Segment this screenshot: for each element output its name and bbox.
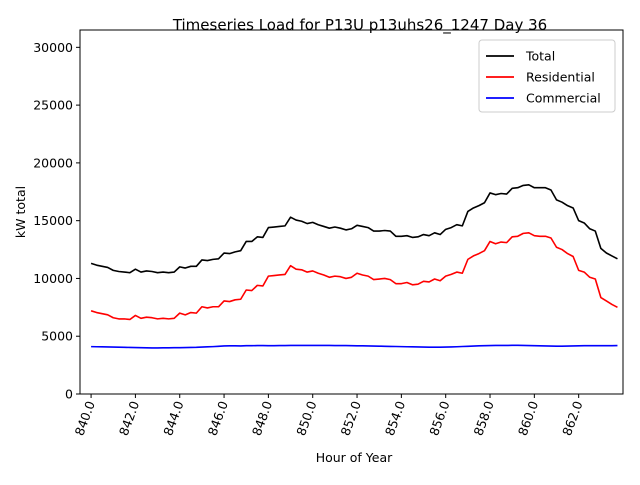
y-tick-label: 30000 — [33, 40, 73, 55]
y-tick-label: 20000 — [33, 155, 73, 170]
legend: Total Residential Commercial — [478, 39, 616, 113]
chart-title: Timeseries Load for P13U p13uhs26_1247 D… — [172, 16, 547, 35]
y-tick-label: 5000 — [41, 329, 73, 344]
y-axis-label: kW total — [13, 186, 28, 238]
series-line-total — [90, 184, 618, 274]
legend-label-commercial: Commercial — [526, 91, 601, 106]
y-tick-label: 0 — [65, 387, 73, 402]
y-axis: 0 5000 10000 15000 20000 25000 30000 — [33, 40, 80, 402]
y-tick-label: 15000 — [33, 213, 73, 228]
series-layer — [90, 184, 618, 349]
legend-label-residential: Residential — [526, 70, 595, 85]
y-tick-label: 25000 — [33, 98, 73, 113]
legend-box — [478, 39, 616, 113]
series-line-commercial — [91, 344, 618, 349]
plot-frame — [79, 29, 624, 395]
x-axis-label: Hour of Year — [316, 450, 393, 465]
series-line-residential — [90, 232, 618, 321]
legend-label-total: Total — [525, 49, 555, 64]
y-tick-label: 10000 — [33, 271, 73, 286]
